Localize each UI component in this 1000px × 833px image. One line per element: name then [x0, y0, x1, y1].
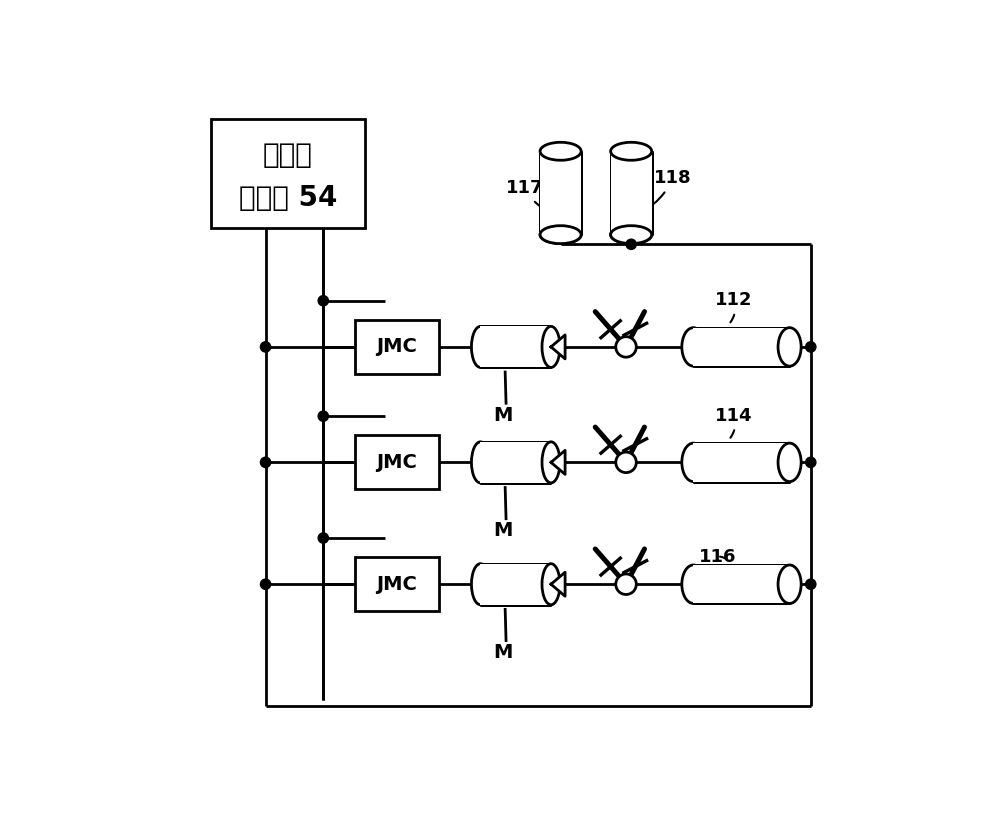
Circle shape — [260, 457, 271, 467]
Text: M: M — [493, 406, 513, 425]
Bar — [693, 443, 790, 481]
Text: M: M — [493, 643, 513, 662]
Circle shape — [318, 533, 328, 543]
Ellipse shape — [471, 327, 489, 367]
Polygon shape — [551, 451, 565, 474]
Ellipse shape — [540, 226, 581, 243]
Ellipse shape — [682, 565, 705, 603]
Ellipse shape — [540, 226, 581, 243]
Ellipse shape — [542, 327, 560, 367]
Ellipse shape — [682, 443, 705, 481]
Ellipse shape — [542, 441, 560, 483]
Circle shape — [616, 452, 636, 472]
Text: 114: 114 — [715, 407, 752, 438]
Circle shape — [260, 342, 271, 352]
Ellipse shape — [778, 565, 801, 603]
Bar — [611, 152, 652, 235]
Ellipse shape — [611, 142, 652, 160]
Text: 112: 112 — [715, 292, 752, 322]
Ellipse shape — [611, 226, 652, 243]
Text: M: M — [493, 521, 513, 541]
Bar — [693, 327, 790, 367]
Ellipse shape — [542, 564, 560, 605]
Text: JMC: JMC — [377, 453, 417, 471]
Bar — [540, 152, 581, 235]
Text: 118: 118 — [640, 169, 691, 212]
Text: JMC: JMC — [377, 337, 417, 357]
Circle shape — [318, 411, 328, 421]
Text: JMC: JMC — [377, 575, 417, 594]
Ellipse shape — [682, 327, 705, 367]
Circle shape — [806, 342, 816, 352]
Bar — [693, 565, 790, 603]
Circle shape — [616, 337, 636, 357]
Bar — [480, 327, 551, 367]
Polygon shape — [551, 335, 565, 359]
Bar — [693, 565, 790, 603]
Ellipse shape — [540, 142, 581, 160]
Circle shape — [260, 579, 271, 590]
Polygon shape — [551, 572, 565, 596]
Bar — [540, 152, 581, 235]
Ellipse shape — [778, 327, 801, 367]
Ellipse shape — [611, 226, 652, 243]
Bar — [480, 441, 551, 483]
Text: 117: 117 — [506, 179, 552, 213]
Ellipse shape — [471, 564, 489, 605]
Bar — [693, 443, 790, 481]
Bar — [693, 327, 790, 367]
Bar — [355, 436, 439, 489]
Ellipse shape — [471, 441, 489, 483]
Bar — [480, 564, 551, 605]
Text: 操纵器: 操纵器 — [263, 141, 313, 169]
Bar — [611, 152, 652, 235]
Circle shape — [806, 579, 816, 590]
Bar — [480, 327, 551, 367]
Ellipse shape — [778, 443, 801, 481]
Bar — [355, 320, 439, 374]
Circle shape — [626, 239, 636, 249]
Bar — [480, 441, 551, 483]
Circle shape — [318, 296, 328, 306]
Bar — [480, 564, 551, 605]
Text: 116: 116 — [699, 548, 736, 566]
Circle shape — [806, 457, 816, 467]
Bar — [211, 119, 365, 228]
Text: 控制器 54: 控制器 54 — [239, 184, 337, 212]
Bar — [355, 557, 439, 611]
Circle shape — [616, 574, 636, 595]
